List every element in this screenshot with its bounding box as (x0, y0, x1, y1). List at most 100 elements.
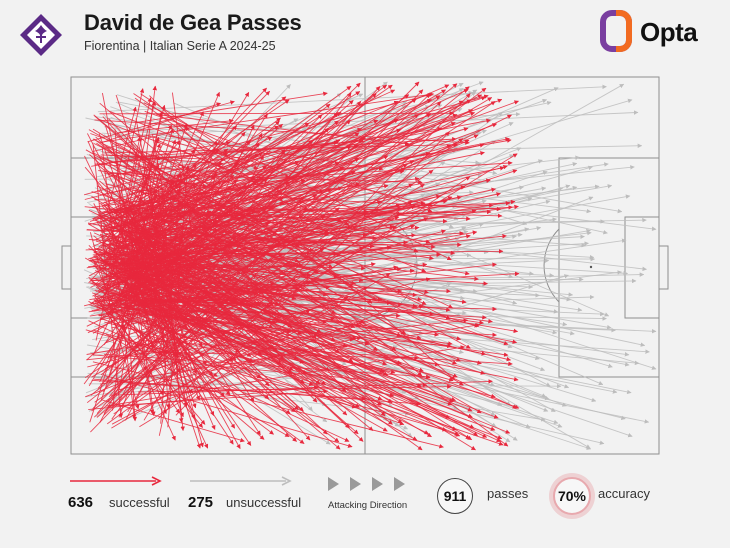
pass-arrow (106, 106, 137, 213)
page-subtitle: Fiorentina | Italian Serie A 2024-25 (84, 39, 276, 53)
pass-arrow (94, 119, 470, 145)
pass-arrow (94, 139, 364, 165)
pass-arrow (140, 93, 219, 146)
pass-arrow (175, 131, 450, 416)
pass-arrow (151, 134, 181, 281)
pass-arrow (167, 240, 408, 245)
pass-arrow (167, 165, 190, 428)
pass-arrow (114, 313, 650, 424)
pass-arrow (87, 100, 235, 143)
pass-arrow (108, 84, 393, 285)
pass-arrow (102, 246, 207, 393)
pass-arrow (90, 304, 504, 446)
page-title: David de Gea Passes (84, 10, 302, 35)
pass-arrow (115, 101, 610, 317)
pass-arrow (97, 84, 607, 113)
pass-arrow (98, 215, 385, 373)
pass-arrow (93, 261, 176, 441)
pass-arrow (102, 247, 186, 321)
unsuccessful-legend-arrow-icon (190, 476, 292, 486)
pass-arrow (132, 111, 342, 220)
pass-arrow (140, 92, 250, 271)
pass-arrow (118, 140, 181, 211)
penalty-spot (589, 265, 593, 269)
accuracy-label: accuracy (598, 486, 651, 501)
pass-arrow (139, 281, 270, 400)
pass-arrow (138, 313, 452, 349)
pass-arrow (89, 251, 312, 261)
pass-arrow (94, 156, 464, 386)
pass-arrow (108, 202, 284, 298)
pass-arrow (125, 207, 322, 333)
opta-brand: Opta (600, 10, 718, 54)
pass-arrow (139, 89, 396, 206)
pass-arrow (133, 276, 487, 356)
pass-arrow (96, 101, 362, 414)
pass-arrow (139, 207, 204, 448)
pass-arrow (108, 220, 480, 328)
attacking-direction-label: Attacking Direction (328, 500, 408, 511)
pass-arrow (156, 195, 304, 385)
pass-arrow (149, 95, 222, 168)
pass-arrow (99, 283, 418, 298)
pass-arrow (88, 324, 126, 387)
pass-arrow (127, 271, 520, 296)
pass-arrow (84, 153, 260, 200)
pass-arrow (92, 142, 124, 419)
pass-arrow (152, 351, 419, 361)
pass-arrow (114, 124, 623, 214)
pass-arrow (92, 361, 444, 449)
pass-arrow (89, 210, 212, 277)
pass-arrow (94, 270, 456, 402)
pass-arrow (111, 309, 311, 429)
pass-arrow (110, 163, 408, 300)
pass-arrow (86, 229, 436, 250)
pass-arrow (103, 175, 215, 346)
pass-arrow (100, 102, 222, 144)
pass-arrow (131, 250, 467, 304)
pass-arrow (121, 104, 166, 270)
pass-arrow (114, 192, 501, 277)
pass-arrow (125, 97, 152, 211)
pass-arrow (91, 379, 367, 401)
pass-arrow (127, 209, 369, 235)
pass-arrow (103, 374, 353, 448)
pass-arrow (168, 125, 456, 381)
pass-arrow (89, 154, 261, 306)
pass-arrow (116, 126, 443, 176)
pass-arrow (107, 291, 259, 305)
pass-arrow (93, 207, 141, 267)
pass-arrow (117, 169, 405, 225)
attacking-direction-arrow-icon (328, 477, 405, 491)
pass-arrow (96, 90, 474, 178)
pass-arrow (95, 251, 214, 377)
successful-label: successful (109, 495, 170, 510)
pass-arrow (140, 151, 189, 408)
pass-arrow (148, 135, 433, 208)
pass-arrow (139, 351, 163, 364)
pass-arrow (94, 169, 434, 403)
pass-arrow (124, 264, 370, 346)
opta-logo-icon (600, 10, 632, 52)
pass-arrow (120, 281, 263, 355)
pass-arrow (105, 203, 401, 278)
pass-arrow (107, 196, 453, 316)
passes-label: passes (487, 486, 529, 501)
successful-count: 636 (68, 494, 94, 511)
pass-arrow (111, 138, 512, 211)
pass-arrow (93, 250, 423, 302)
pass-arrow (98, 170, 402, 216)
pass-arrow (106, 308, 357, 340)
pass-arrow (105, 243, 432, 438)
pass-arrow (100, 184, 198, 217)
fiorentina-crest-icon (20, 14, 62, 56)
pass-arrow (133, 274, 156, 417)
pass-arrow (91, 140, 231, 167)
pass-arrow (105, 309, 206, 425)
pass-arrow (92, 138, 454, 309)
pass-arrow (99, 111, 455, 116)
pass-arrow (108, 272, 493, 324)
pass-arrow (104, 142, 459, 154)
legend: 636 successful 275 unsuccessful Attackin… (0, 470, 730, 540)
pass-arrow (138, 384, 452, 393)
